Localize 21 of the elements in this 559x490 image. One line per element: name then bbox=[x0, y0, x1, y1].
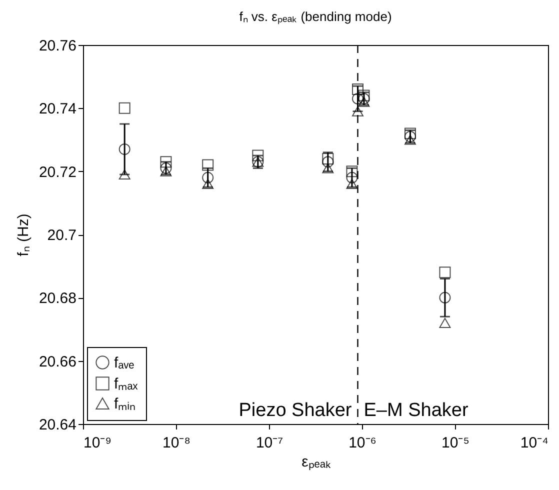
x-tick-label: 10⁻⁹ bbox=[84, 434, 112, 452]
legend-label: fₘₐₓ bbox=[114, 376, 138, 392]
chart-title: fₙ vs. εₚₑₐₖ (bending mode) bbox=[239, 9, 392, 25]
x-tick-label: 10⁻⁴ bbox=[520, 434, 548, 452]
x-axis-title: εₚₑₐₖ bbox=[302, 454, 332, 470]
x-tick-label: 10⁻⁵ bbox=[442, 434, 470, 452]
annotation: E–M Shaker bbox=[364, 400, 469, 421]
x-tick-label: 10⁻⁸ bbox=[162, 434, 191, 452]
y-axis-title: fₙ (Hz) bbox=[14, 214, 32, 256]
y-tick-label: 20.64 bbox=[38, 416, 76, 434]
y-tick-label: 20.76 bbox=[38, 38, 76, 54]
y-tick-label: 20.66 bbox=[38, 353, 76, 370]
y-tick-label: 20.7 bbox=[47, 227, 76, 244]
x-tick-label: 10⁻⁶ bbox=[348, 434, 376, 452]
y-tick-label: 20.74 bbox=[38, 100, 76, 118]
y-tick-label: 20.72 bbox=[38, 164, 76, 181]
annotation: Piezo Shaker bbox=[238, 400, 352, 421]
y-tick-label: 20.68 bbox=[38, 290, 76, 308]
legend-label: fₐᵥₑ bbox=[114, 354, 135, 372]
legend-label: fₘᵢₙ bbox=[114, 396, 136, 412]
x-tick-label: 10⁻⁷ bbox=[256, 434, 284, 452]
